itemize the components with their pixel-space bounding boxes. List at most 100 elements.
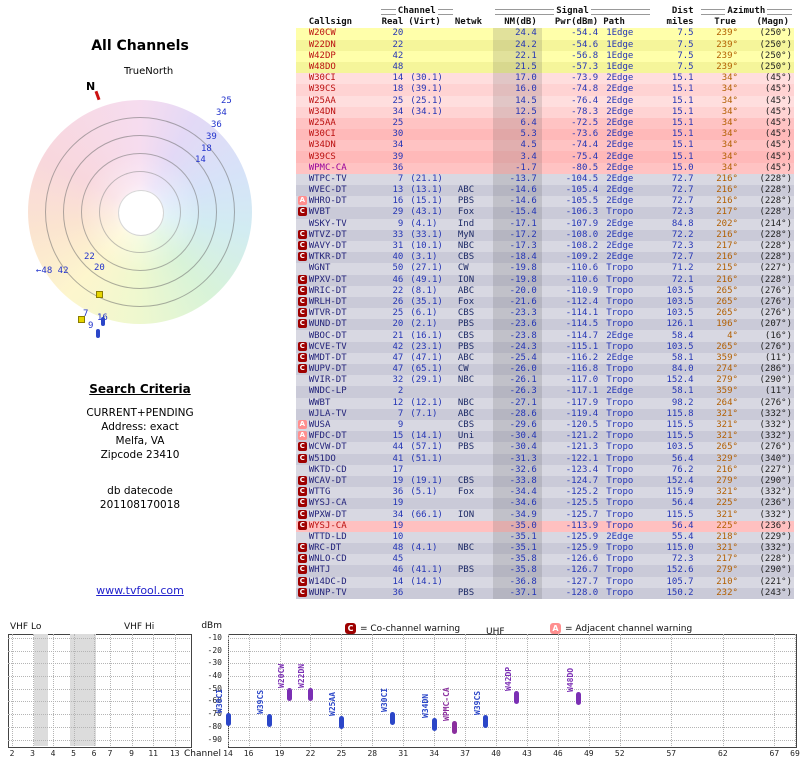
real-channel-cell: 32	[392, 375, 404, 386]
co-channel-badge-icon: C	[297, 252, 307, 262]
distance-cell: 15.1	[671, 140, 694, 151]
path-cell: 1Edge	[606, 28, 634, 39]
station-row: WGNT 50 (27.1) CW -19.8 -110.6 Tropo 71.2 215° (2…	[296, 263, 794, 275]
callsign-cell: WTTG	[308, 487, 331, 498]
callsign-cell: W14DC-D	[308, 576, 347, 587]
station-row: W20CW 20 24.4 -54.4 1Edge 7.5 239° (250°)	[296, 28, 794, 40]
db-datecode-value: 201108170018	[99, 499, 181, 511]
network-cell: Fox	[457, 207, 475, 218]
warning-badge-cell	[296, 398, 309, 409]
noise-margin-cell: -24.3	[493, 341, 542, 353]
distance-cell: 15.1	[671, 129, 694, 140]
real-channel-cell: 42	[392, 50, 404, 61]
virtual-channel-cell: (33.1)	[410, 229, 443, 240]
north-marker-label: N	[86, 80, 96, 93]
noise-margin-cell: 17.0	[493, 73, 542, 85]
callsign-cell: W51DO	[308, 453, 336, 464]
azimuth-true-cell: 34°	[721, 151, 738, 162]
col-nm: NM(dB)	[504, 17, 537, 28]
station-row: C WUND-DT 20 (2.1) PBS -23.6 -114.5 Tropo 126.1 1…	[296, 319, 794, 331]
azimuth-true-cell: 321°	[716, 408, 738, 419]
distance-cell: 7.5	[677, 50, 694, 61]
azimuth-true-cell: 265°	[716, 285, 738, 296]
callsign-cell: WUNP-TV	[308, 587, 347, 598]
azimuth-magnetic-cell: (276°)	[759, 285, 792, 296]
warning-badge-cell: C	[296, 296, 309, 308]
distance-cell: 72.7	[671, 252, 694, 263]
distance-cell: 84.8	[671, 218, 694, 229]
channel-tick-label: 34	[429, 749, 439, 758]
distance-cell: 76.2	[671, 464, 694, 475]
station-row: WPMC-CA 36 -1.7 -80.5 2Edge 15.0 34° (45°)	[296, 162, 794, 174]
polar-fade-overlay	[28, 100, 252, 324]
distance-cell: 7.5	[677, 39, 694, 50]
station-row: WVIR-DT 32 (29.1) NBC -26.1 -117.0 Tropo 152.4 2…	[296, 375, 794, 387]
network-cell	[455, 532, 493, 543]
noise-margin-cell: -35.8	[493, 554, 542, 566]
co-channel-badge-icon: C	[345, 623, 356, 634]
channel-tick-label: 49	[583, 749, 594, 758]
virtual-channel-cell	[408, 28, 455, 39]
warning-badge-cell	[296, 62, 309, 73]
virtual-channel-cell	[408, 151, 455, 162]
azimuth-magnetic-cell: (340°)	[759, 453, 792, 464]
station-row: WVEC-DT 13 (13.1) ABC -14.6 -105.4 2Edge 72.7 21…	[296, 185, 794, 197]
station-row: WTPC-TV 7 (21.1) -13.7 -104.5 2Edge 72.7 216° (2…	[296, 173, 794, 185]
station-row: W30CI 14 (30.1) 17.0 -73.9 2Edge 15.1 34° (45°)	[296, 73, 794, 85]
search-criteria-heading: Search Criteria	[89, 382, 191, 396]
warning-badge-cell	[296, 465, 309, 476]
azimuth-true-cell: 34°	[721, 84, 738, 95]
distance-cell: 105.7	[666, 576, 694, 587]
real-channel-cell: 21	[392, 330, 404, 341]
warning-badge-cell: C	[296, 543, 309, 554]
noise-margin-cell: -35.0	[493, 520, 542, 532]
callsign-cell: WGNT	[308, 263, 331, 274]
callsign-cell: WVIR-DT	[308, 375, 347, 386]
network-cell: MyN	[457, 229, 475, 240]
virtual-channel-cell	[408, 386, 455, 397]
real-channel-cell: 14	[392, 576, 404, 587]
noise-margin-cell: 21.5	[493, 61, 542, 74]
warning-badge-cell: C	[296, 241, 309, 252]
station-row: C WTVR-DT 25 (6.1) CBS -23.3 -114.1 Tropo 103.5 2…	[296, 308, 794, 320]
azimuth-magnetic-cell: (221°)	[759, 576, 792, 587]
azimuth-magnetic-cell: (290°)	[759, 475, 792, 486]
distance-cell: 15.1	[671, 151, 694, 162]
callsign-cell: W30CI	[308, 73, 336, 84]
virtual-channel-cell: (16.1)	[410, 330, 443, 341]
distance-cell: 115.0	[666, 543, 694, 554]
noise-margin-cell: -23.8	[493, 330, 542, 342]
azimuth-magnetic-cell: (250°)	[759, 39, 792, 50]
tvfool-link[interactable]: www.tvfool.com	[96, 584, 184, 597]
power-cell: -125.5	[565, 498, 599, 509]
real-channel-cell: 18	[392, 84, 404, 95]
azimuth-magnetic-cell: (45°)	[764, 84, 792, 95]
azimuth-true-cell: 225°	[716, 520, 738, 531]
azimuth-true-cell: 34°	[721, 140, 738, 151]
power-cell: -110.9	[565, 285, 599, 296]
azimuth-true-cell: 34°	[721, 106, 738, 117]
real-channel-cell: 46	[392, 565, 404, 576]
virtual-channel-cell: (39.1)	[410, 84, 443, 95]
azimuth-magnetic-cell: (276°)	[759, 397, 792, 408]
adjacent-channel-badge-icon: A	[297, 196, 307, 206]
power-cell: -108.0	[565, 229, 599, 240]
radar-marker-pill	[96, 329, 100, 338]
real-channel-cell: 30	[392, 129, 404, 140]
virtual-channel-cell: (49.1)	[410, 274, 443, 285]
warning-badge-cell: A	[296, 431, 309, 442]
virtual-channel-cell: (4.1)	[410, 218, 438, 229]
azimuth-magnetic-cell: (250°)	[759, 50, 792, 61]
path-cell: Tropo	[606, 498, 634, 509]
virtual-channel-cell	[408, 521, 455, 532]
callsign-cell: WCAV-DT	[308, 475, 347, 486]
azimuth-magnetic-cell: (228°)	[759, 274, 792, 285]
power-cell: -114.1	[565, 308, 599, 319]
warning-badge-cell	[296, 140, 309, 151]
azimuth-magnetic-cell: (332°)	[759, 420, 792, 431]
search-address-type: Address: exact	[101, 421, 179, 433]
north-tick-icon	[94, 90, 101, 101]
co-channel-badge-icon: C	[297, 319, 307, 329]
power-cell: -119.4	[565, 408, 599, 419]
virtual-channel-cell	[408, 62, 455, 73]
